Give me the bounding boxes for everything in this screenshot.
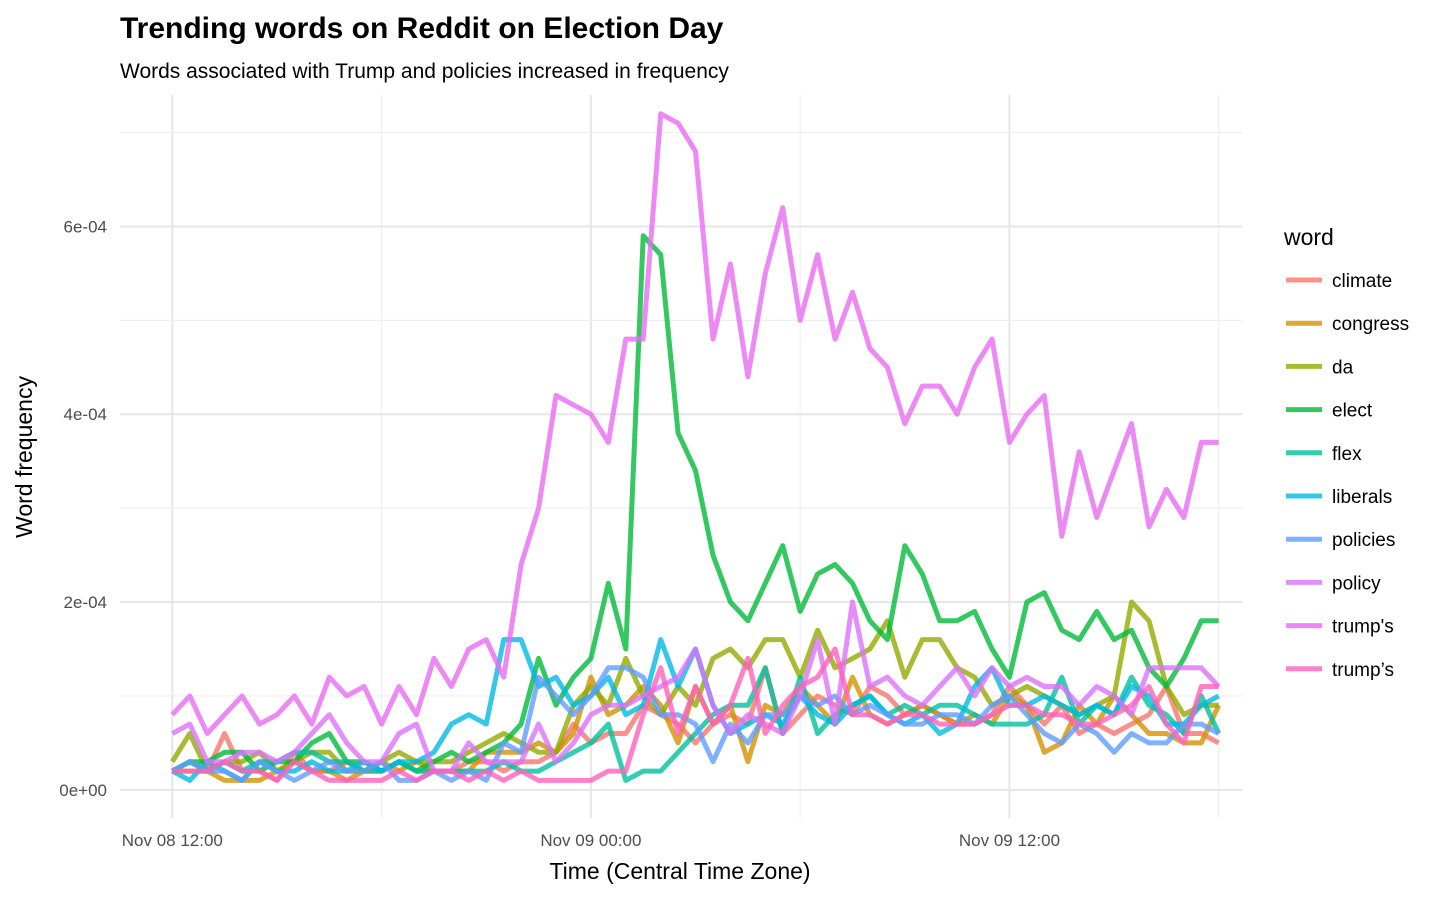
x-tick-label: Nov 09 00:00	[540, 831, 641, 850]
y-tick-label: 4e-04	[64, 405, 107, 424]
x-axis-tick-labels: Nov 08 12:00 Nov 09 00:00 Nov 09 12:00	[122, 831, 1060, 850]
x-tick-label: Nov 09 12:00	[959, 831, 1060, 850]
series-line-trump-s	[170, 111, 1219, 736]
legend-label: policies	[1332, 530, 1395, 551]
legend-title: word	[1283, 224, 1334, 250]
gridlines	[120, 95, 1242, 818]
legend-label: policy	[1332, 573, 1381, 594]
series-line-policies	[171, 665, 1220, 783]
legend-label: liberals	[1332, 487, 1392, 508]
legend-label: da	[1332, 357, 1354, 378]
chart-subtitle: Words associated with Trump and policies…	[120, 60, 729, 83]
legend-label: trump's	[1332, 617, 1394, 638]
x-axis-title: Time (Central Time Zone)	[549, 858, 810, 884]
y-axis-title: Word frequency	[11, 376, 37, 538]
legend-label: climate	[1332, 271, 1392, 292]
series-lines	[170, 111, 1221, 783]
y-tick-label: 2e-04	[64, 593, 107, 612]
x-tick-label: Nov 08 12:00	[122, 831, 223, 850]
legend-label: congress	[1332, 314, 1409, 335]
legend-label: elect	[1332, 401, 1373, 422]
legend-label: trump’s	[1332, 660, 1394, 681]
legend: word climate congress da elect flex liberals p…	[1283, 224, 1409, 681]
legend-label: flex	[1332, 444, 1362, 465]
y-axis-tick-labels: 0e+00 2e-04 4e-04 6e-04	[59, 217, 107, 799]
chart-title: Trending words on Reddit on Election Day	[120, 12, 724, 45]
series-line-policy	[171, 599, 1221, 774]
series-line-trump-s	[172, 646, 1219, 783]
y-tick-label: 0e+00	[59, 781, 107, 800]
y-tick-label: 6e-04	[64, 217, 107, 236]
